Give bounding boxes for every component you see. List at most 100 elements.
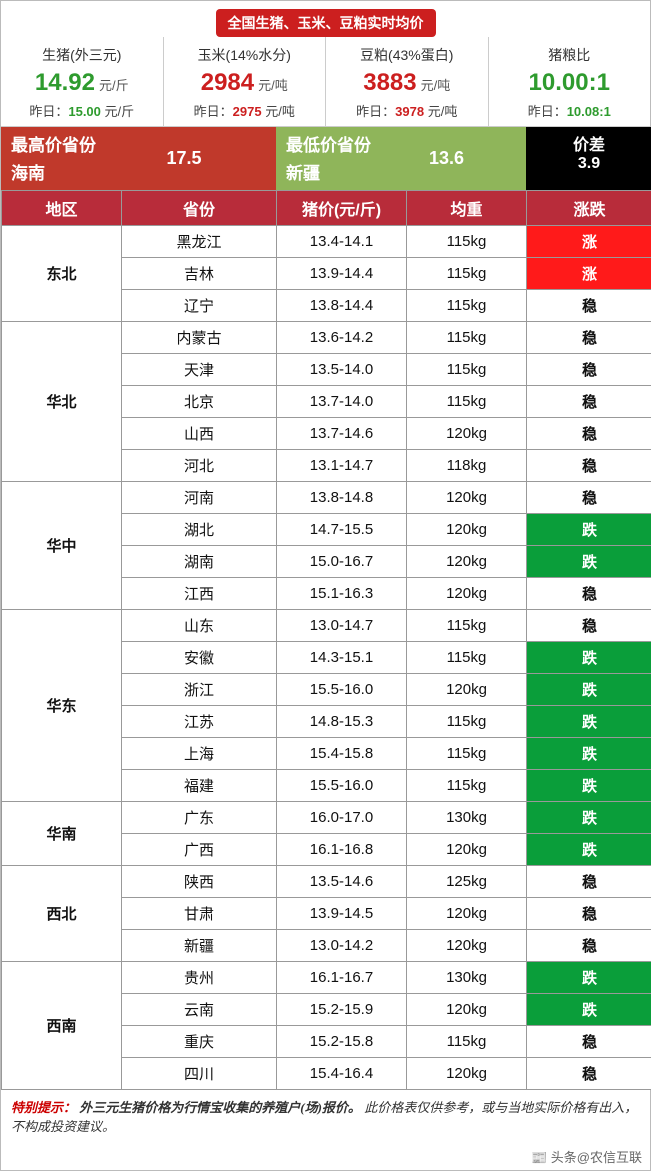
price-cell: 13.1-14.7 xyxy=(277,449,407,481)
trend-cell: 跌 xyxy=(527,641,651,673)
weight-cell: 120kg xyxy=(407,545,527,577)
range-row: 最高价省份 海南 17.5 最低价省份 新疆 13.6 价差 3.9 xyxy=(1,127,650,190)
column-header: 地区 xyxy=(2,190,122,225)
trend-cell: 稳 xyxy=(527,481,651,513)
trend-cell: 跌 xyxy=(527,769,651,801)
price-table: 地区省份猪价(元/斤)均重涨跌 东北黑龙江13.4-14.1115kg涨吉林13… xyxy=(1,190,651,1090)
summary-cell-2: 豆粕(43%蛋白)3883元/吨昨日：3978 元/吨 xyxy=(326,37,489,126)
weight-cell: 120kg xyxy=(407,1057,527,1089)
column-header: 猪价(元/斤) xyxy=(277,190,407,225)
region-cell: 东北 xyxy=(2,225,122,321)
max-price-cell: 最高价省份 海南 17.5 xyxy=(1,127,276,190)
footer-source: 头条@农信互联 xyxy=(1,1145,650,1170)
trend-cell: 稳 xyxy=(527,385,651,417)
weight-cell: 115kg xyxy=(407,769,527,801)
trend-cell: 稳 xyxy=(527,417,651,449)
price-cell: 13.0-14.7 xyxy=(277,609,407,641)
price-cell: 16.1-16.8 xyxy=(277,833,407,865)
trend-cell: 稳 xyxy=(527,449,651,481)
prov-cell: 广西 xyxy=(122,833,277,865)
price-cell: 16.1-16.7 xyxy=(277,961,407,993)
summary-yesterday: 昨日：2975 元/吨 xyxy=(168,101,322,120)
trend-cell: 涨 xyxy=(527,257,651,289)
prov-cell: 河南 xyxy=(122,481,277,513)
price-cell: 13.9-14.4 xyxy=(277,257,407,289)
price-cell: 13.0-14.2 xyxy=(277,929,407,961)
weight-cell: 118kg xyxy=(407,449,527,481)
trend-cell: 跌 xyxy=(527,673,651,705)
summary-row: 生猪(外三元)14.92元/斤昨日：15.00 元/斤玉米(14%水分)2984… xyxy=(1,37,650,127)
prov-cell: 浙江 xyxy=(122,673,277,705)
prov-cell: 安徽 xyxy=(122,641,277,673)
trend-cell: 稳 xyxy=(527,865,651,897)
weight-cell: 115kg xyxy=(407,353,527,385)
prov-cell: 江苏 xyxy=(122,705,277,737)
summary-title: 猪粮比 xyxy=(493,45,647,65)
summary-title: 豆粕(43%蛋白) xyxy=(330,45,484,65)
weight-cell: 120kg xyxy=(407,833,527,865)
price-report: 全国生猪、玉米、豆粕实时均价 生猪(外三元)14.92元/斤昨日：15.00 元… xyxy=(0,0,651,1171)
region-cell: 华中 xyxy=(2,481,122,609)
price-cell: 13.8-14.8 xyxy=(277,481,407,513)
table-row: 华中河南13.8-14.8120kg稳 xyxy=(2,481,651,513)
max-province: 海南 xyxy=(11,159,96,184)
trend-cell: 涨 xyxy=(527,225,651,257)
weight-cell: 120kg xyxy=(407,513,527,545)
footer-note: 特别提示： 外三元生猪价格为行情宝收集的养殖户(场)报价。 此价格表仅供参考，或… xyxy=(1,1090,650,1145)
price-cell: 13.6-14.2 xyxy=(277,321,407,353)
diff-value: 3.9 xyxy=(526,155,651,173)
diff-cell: 价差 3.9 xyxy=(526,127,651,190)
weight-cell: 115kg xyxy=(407,737,527,769)
trend-cell: 跌 xyxy=(527,545,651,577)
trend-cell: 跌 xyxy=(527,737,651,769)
trend-cell: 稳 xyxy=(527,609,651,641)
prov-cell: 新疆 xyxy=(122,929,277,961)
prov-cell: 重庆 xyxy=(122,1025,277,1057)
weight-cell: 115kg xyxy=(407,385,527,417)
price-cell: 15.0-16.7 xyxy=(277,545,407,577)
prov-cell: 贵州 xyxy=(122,961,277,993)
weight-cell: 125kg xyxy=(407,865,527,897)
price-cell: 14.8-15.3 xyxy=(277,705,407,737)
summary-value: 2984 xyxy=(201,69,254,97)
price-cell: 13.9-14.5 xyxy=(277,897,407,929)
table-header-row: 地区省份猪价(元/斤)均重涨跌 xyxy=(2,190,651,225)
region-cell: 西北 xyxy=(2,865,122,961)
summary-cell-1: 玉米(14%水分)2984元/吨昨日：2975 元/吨 xyxy=(164,37,327,126)
weight-cell: 115kg xyxy=(407,289,527,321)
weight-cell: 115kg xyxy=(407,609,527,641)
trend-cell: 跌 xyxy=(527,961,651,993)
weight-cell: 130kg xyxy=(407,961,527,993)
weight-cell: 115kg xyxy=(407,1025,527,1057)
table-body: 东北黑龙江13.4-14.1115kg涨吉林13.9-14.4115kg涨辽宁1… xyxy=(2,225,651,1089)
price-cell: 15.5-16.0 xyxy=(277,769,407,801)
prov-cell: 辽宁 xyxy=(122,289,277,321)
price-cell: 15.5-16.0 xyxy=(277,673,407,705)
min-value: 13.6 xyxy=(371,148,522,169)
weight-cell: 115kg xyxy=(407,641,527,673)
summary-title: 玉米(14%水分) xyxy=(168,45,322,65)
price-cell: 13.7-14.0 xyxy=(277,385,407,417)
region-cell: 华南 xyxy=(2,801,122,865)
prov-cell: 河北 xyxy=(122,449,277,481)
price-cell: 13.5-14.6 xyxy=(277,865,407,897)
weight-cell: 115kg xyxy=(407,257,527,289)
prov-cell: 福建 xyxy=(122,769,277,801)
price-cell: 15.4-15.8 xyxy=(277,737,407,769)
diff-label: 价差 xyxy=(526,131,651,155)
column-header: 涨跌 xyxy=(527,190,651,225)
prov-cell: 黑龙江 xyxy=(122,225,277,257)
prov-cell: 山东 xyxy=(122,609,277,641)
trend-cell: 稳 xyxy=(527,577,651,609)
summary-value: 10.00:1 xyxy=(529,69,610,97)
table-row: 华东山东13.0-14.7115kg稳 xyxy=(2,609,651,641)
weight-cell: 120kg xyxy=(407,673,527,705)
weight-cell: 120kg xyxy=(407,993,527,1025)
trend-cell: 稳 xyxy=(527,353,651,385)
region-cell: 华北 xyxy=(2,321,122,481)
weight-cell: 120kg xyxy=(407,577,527,609)
prov-cell: 江西 xyxy=(122,577,277,609)
prov-cell: 内蒙古 xyxy=(122,321,277,353)
price-cell: 15.2-15.9 xyxy=(277,993,407,1025)
summary-yesterday: 昨日：3978 元/吨 xyxy=(330,101,484,120)
